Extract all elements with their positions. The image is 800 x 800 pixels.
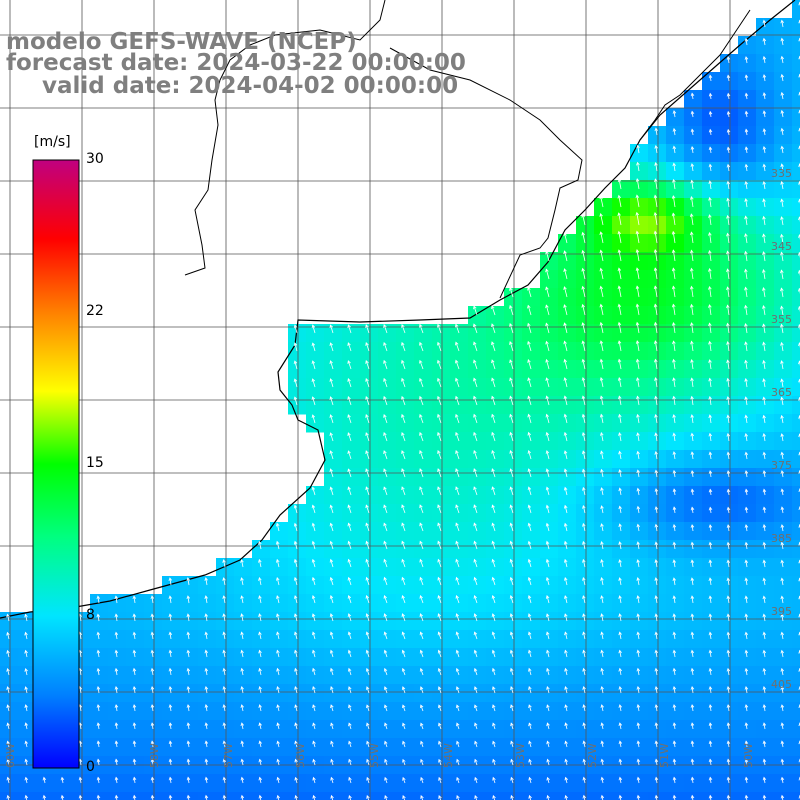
colorbar-unit: [m/s] xyxy=(34,134,71,150)
longitude-label: 58W xyxy=(148,743,161,768)
latitude-labels: 335 345 355 365 375 385 395 405 xyxy=(771,167,792,691)
colorbar-tick-15: 15 xyxy=(86,455,104,471)
longitude-label: 56W xyxy=(294,743,307,768)
title-model: modelo GEFS-WAVE (NCEP) xyxy=(6,29,357,55)
latitude-label: 335 xyxy=(771,167,792,180)
longitude-label: 55W xyxy=(368,743,381,768)
longitude-label: 57W xyxy=(222,743,235,768)
colorbar-tick-8: 8 xyxy=(86,607,95,623)
longitude-label: 52W xyxy=(586,743,599,768)
colorbar-tick-22: 22 xyxy=(86,303,104,319)
latitude-label: 395 xyxy=(771,605,792,618)
colorbar-tick-30: 30 xyxy=(86,151,104,167)
latitude-label: 345 xyxy=(771,240,792,253)
colorbar-tick-0: 0 xyxy=(86,759,95,775)
longitude-labels: 60W 58W 57W 56W 55W 54W 53W 52W 51W 50W xyxy=(4,743,755,768)
latitude-label: 375 xyxy=(771,459,792,472)
wind-vectors xyxy=(6,1,800,800)
longitude-label: 60W xyxy=(4,743,17,768)
latitude-label: 365 xyxy=(771,386,792,399)
latitude-label: 405 xyxy=(771,678,792,691)
title-valid-date: valid date: 2024-04-02 00:00:00 xyxy=(42,73,459,99)
latitude-label: 385 xyxy=(771,532,792,545)
longitude-label: 51W xyxy=(658,743,671,768)
longitude-label: 53W xyxy=(514,743,527,768)
longitude-label: 54W xyxy=(442,743,455,768)
colorbar xyxy=(32,159,80,769)
latitude-label: 355 xyxy=(771,313,792,326)
border-line xyxy=(184,0,751,299)
title-forecast-date: forecast date: 2024-03-22 00:00:00 xyxy=(6,50,466,76)
longitude-label: 50W xyxy=(742,743,755,768)
